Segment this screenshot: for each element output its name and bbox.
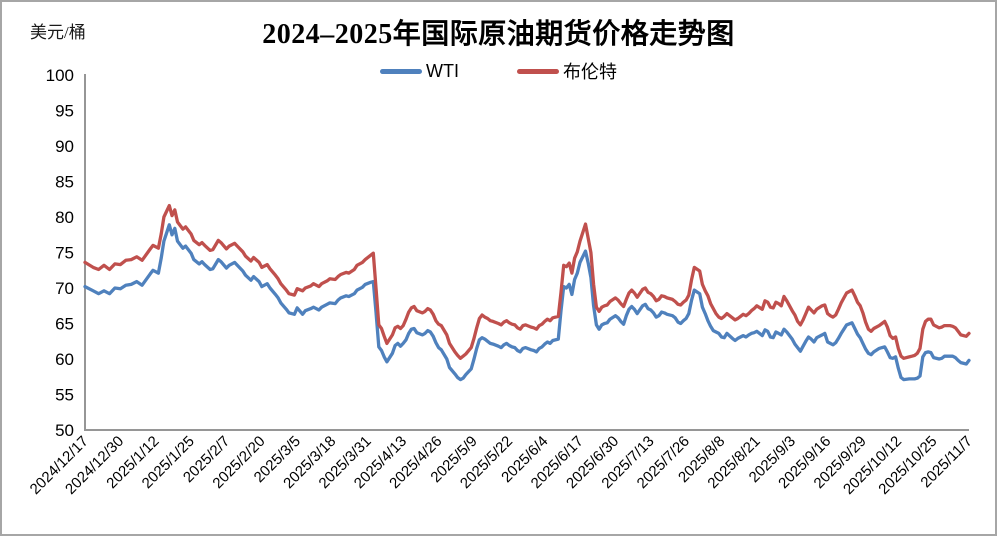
chart-title: 2024–2025年国际原油期货价格走势图 <box>262 19 735 50</box>
brent-legend-line-swatch <box>517 68 559 74</box>
y-tick-label: 55 <box>55 386 74 405</box>
y-tick-label: 90 <box>55 137 74 156</box>
y-tick-label: 50 <box>55 421 74 440</box>
y-tick-label: 70 <box>55 279 74 298</box>
y-tick-label: 80 <box>55 208 74 227</box>
wti-legend-label: WTI <box>426 60 459 81</box>
legend-item-brent: 布伦特 <box>517 58 617 84</box>
wti-line <box>83 223 971 382</box>
wti-legend-line-swatch <box>380 68 422 74</box>
y-tick-label: 65 <box>55 315 74 334</box>
brent-line <box>83 203 971 360</box>
y-axis-unit-label: 美元/桶 <box>30 23 86 42</box>
y-tick-label: 85 <box>55 173 74 192</box>
brent-legend-label: 布伦特 <box>563 62 617 82</box>
y-tick-label: 100 <box>46 66 74 85</box>
legend: WTI 布伦特 <box>2 58 995 84</box>
y-tick-label: 60 <box>55 350 74 369</box>
y-tick-label: 75 <box>55 244 74 263</box>
y-tick-label: 95 <box>55 102 74 121</box>
legend-item-wti: WTI <box>380 61 459 82</box>
